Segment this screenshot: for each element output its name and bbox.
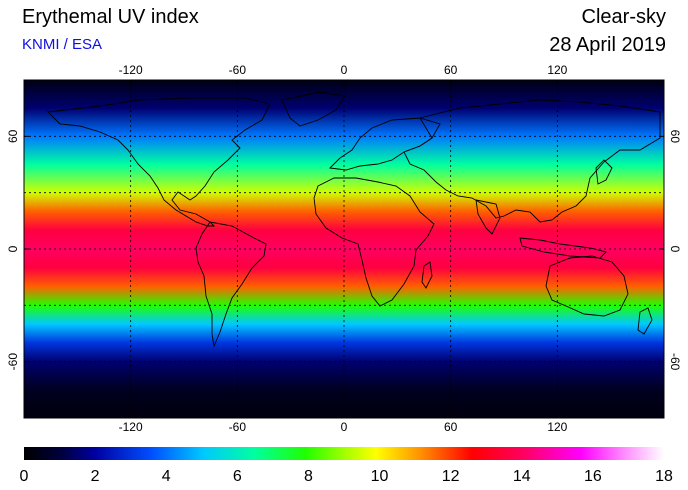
lon-tick-label-top: -120 [119, 63, 143, 77]
map-date: 28 April 2019 [549, 34, 666, 56]
greenland-outline [281, 91, 346, 127]
japan-outline [595, 159, 613, 185]
colorbar-label: 14 [513, 468, 531, 485]
colorbar-labels: 0 2 4 6 8 10 12 14 16 18 [20, 468, 673, 485]
map-title: Erythemal UV index [22, 6, 199, 28]
europe-outline [329, 117, 441, 171]
lat-tick-label-right: 0 [668, 246, 682, 253]
lon-tick-label-top: 0 [341, 63, 348, 77]
colorbar-label: 0 [20, 468, 29, 485]
colorbar-label: 12 [442, 468, 460, 485]
africa-outline [313, 177, 435, 307]
colorbar-label: 6 [233, 468, 242, 485]
colorbar-label: 2 [91, 468, 100, 485]
madagascar-outline [421, 261, 433, 289]
lat-tick-label-left: -60 [6, 353, 20, 371]
asia-outline [403, 99, 661, 223]
new-zealand-outline [637, 307, 653, 335]
map-source: KNMI / ESA [22, 36, 103, 53]
indonesia-outline [519, 237, 607, 259]
colorbar-label: 8 [304, 468, 313, 485]
lon-tick-label-bottom: -60 [229, 420, 247, 434]
colorbar-label: 4 [162, 468, 171, 485]
lon-tick-label-top: 120 [547, 63, 567, 77]
australia-outline [545, 255, 629, 317]
coastlines [47, 91, 661, 348]
axis-ticks: -120 -120 -60 -60 0 0 60 60 120 120 60 60 0 0 -60 -60 [6, 63, 682, 434]
india-outline [475, 199, 501, 235]
colorbar [24, 447, 664, 460]
colorbar-label: 10 [371, 468, 389, 485]
lon-tick-label-bottom: 120 [547, 420, 567, 434]
lon-tick-label-bottom: 60 [444, 420, 458, 434]
colorbar-label: 18 [655, 468, 673, 485]
graticule [24, 80, 664, 418]
lat-tick-label-left: 60 [6, 129, 20, 143]
lon-tick-label-top: 60 [444, 63, 458, 77]
lat-tick-label-right: -60 [668, 353, 682, 371]
lat-tick-label-right: 60 [668, 130, 682, 144]
lon-tick-label-bottom: 0 [341, 420, 348, 434]
lon-tick-label-top: -60 [229, 63, 247, 77]
north-america-outline [47, 97, 271, 227]
lat-tick-label-left: 0 [6, 245, 20, 252]
colorbar-label: 16 [584, 468, 602, 485]
sky-condition: Clear-sky [581, 6, 666, 28]
south-america-outline [195, 221, 267, 348]
lon-tick-label-bottom: -120 [119, 420, 143, 434]
